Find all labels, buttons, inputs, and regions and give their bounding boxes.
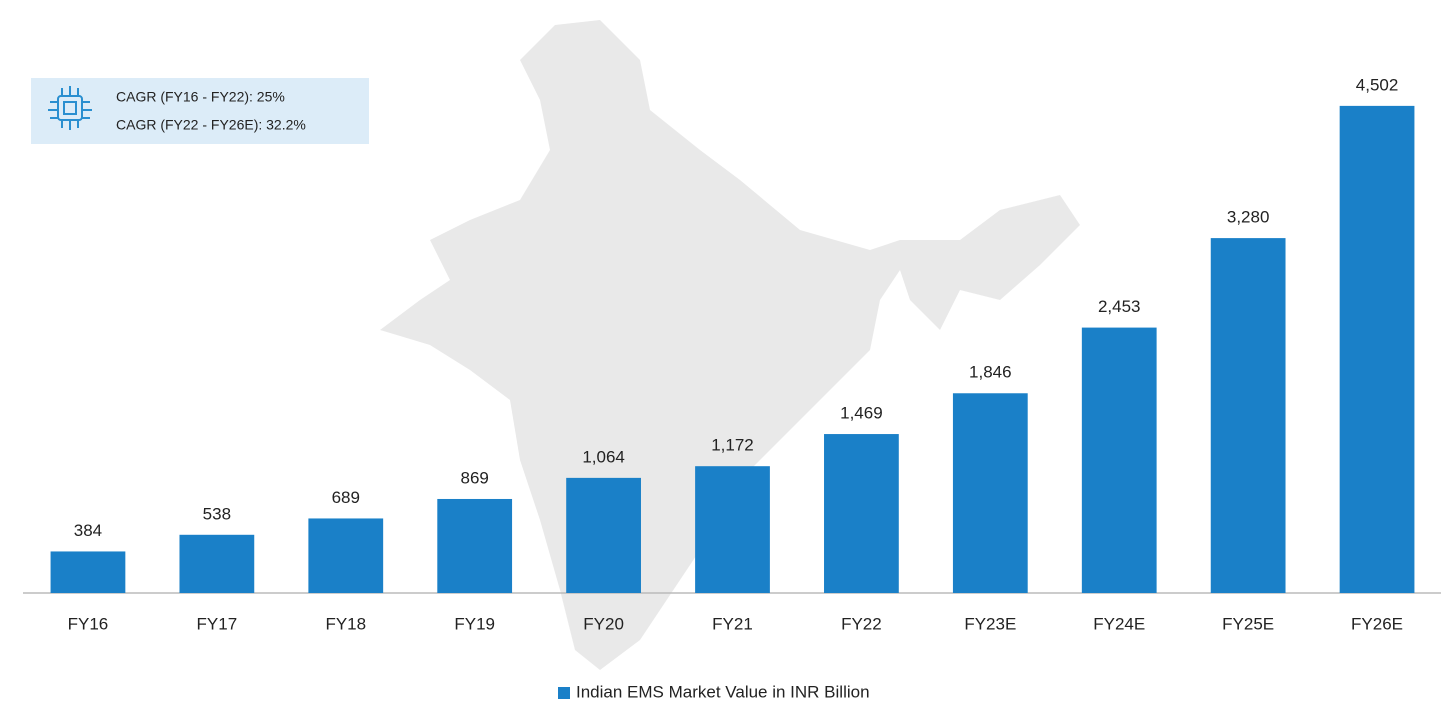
data-label: 1,846	[969, 363, 1012, 382]
bar	[50, 551, 126, 593]
india-map-background	[380, 20, 1080, 670]
data-label: 4,502	[1356, 75, 1399, 94]
x-tick-label: FY26E	[1351, 614, 1403, 633]
data-label: 3,280	[1227, 208, 1270, 227]
data-label: 1,064	[582, 447, 625, 466]
x-tick-label: FY25E	[1222, 614, 1274, 633]
data-label: 689	[332, 488, 360, 507]
chip-icon	[48, 86, 92, 130]
annotation: CAGR (FY16 - FY22): 25%	[116, 89, 285, 105]
x-tick-label: FY16	[68, 614, 109, 633]
bar	[1210, 238, 1286, 593]
x-tick-label: FY23E	[964, 614, 1016, 633]
bar	[437, 498, 513, 593]
data-label: 384	[74, 521, 102, 540]
legend-swatch	[558, 687, 570, 699]
bar	[1081, 327, 1157, 593]
x-tick-label: FY24E	[1093, 614, 1145, 633]
x-tick-label: FY19	[454, 614, 495, 633]
x-tick-label: FY17	[197, 614, 238, 633]
bar	[1339, 105, 1415, 593]
data-label: 538	[203, 504, 231, 523]
bar	[179, 534, 255, 593]
x-tick-label: FY21	[712, 614, 753, 633]
bar	[566, 477, 641, 593]
data-label: 1,172	[711, 436, 754, 455]
legend-label: Indian EMS Market Value in INR Billion	[576, 682, 870, 701]
x-tick-label: FY22	[841, 614, 882, 633]
data-label: 1,469	[840, 404, 883, 423]
x-tick-label: FY20	[583, 614, 624, 633]
data-label: 2,453	[1098, 297, 1141, 316]
bar	[952, 393, 1028, 593]
bar	[824, 434, 899, 593]
x-tick-label: FY18	[325, 614, 366, 633]
bar	[695, 466, 770, 593]
data-label: 869	[460, 468, 488, 487]
annotation: CAGR (FY22 - FY26E): 32.2%	[116, 117, 306, 133]
bar	[308, 518, 384, 593]
